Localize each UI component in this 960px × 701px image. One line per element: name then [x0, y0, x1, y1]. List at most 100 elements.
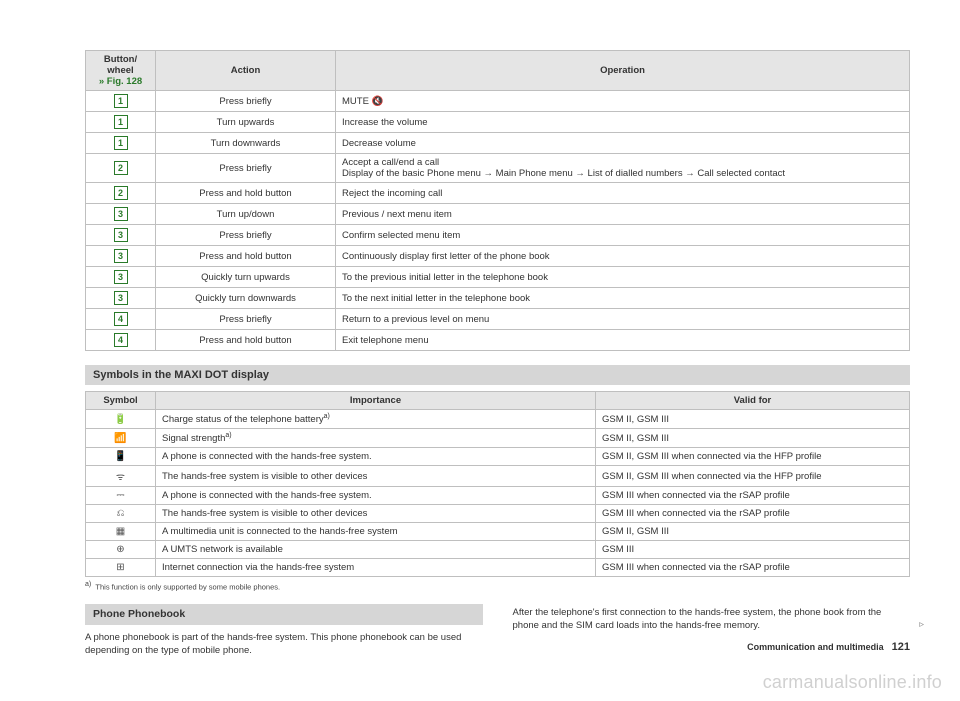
symbol-icon: 📱 — [114, 451, 126, 462]
phonebook-text-left: A phone phonebook is part of the hands-f… — [85, 631, 483, 658]
cell-operation: Exit telephone menu — [336, 330, 910, 351]
symbols-table: Symbol Importance Valid for 🔋Charge stat… — [85, 391, 910, 577]
cell-button: 4 — [86, 330, 156, 351]
continue-icon: ▹ — [919, 618, 924, 631]
header-importance: Importance — [156, 392, 596, 410]
cell-valid-for: GSM III when connected via the rSAP prof… — [596, 487, 910, 505]
cell-symbol: 🔋 — [86, 410, 156, 429]
cell-button: 3 — [86, 225, 156, 246]
cell-importance: A phone is connected with the hands-free… — [156, 487, 596, 505]
cell-action: Press briefly — [156, 154, 336, 183]
cell-operation: To the previous initial letter in the te… — [336, 267, 910, 288]
cell-button: 3 — [86, 267, 156, 288]
cell-button: 3 — [86, 246, 156, 267]
cell-valid-for: GSM II, GSM III — [596, 429, 910, 448]
number-box-icon: 3 — [114, 291, 128, 305]
cell-operation: Accept a call/end a call Display of the … — [336, 154, 910, 183]
table-row: 2 Press brieflyAccept a call/end a call D… — [86, 154, 910, 183]
cell-importance: The hands-free system is visible to othe… — [156, 505, 596, 523]
cell-symbol: 📱 — [86, 448, 156, 466]
table-row: 1 Press brieflyMUTE 🔇 — [86, 91, 910, 112]
cell-button: 2 — [86, 183, 156, 204]
cell-button: 3 — [86, 288, 156, 309]
cell-valid-for: GSM III when connected via the rSAP prof… — [596, 559, 910, 577]
cell-action: Press briefly — [156, 225, 336, 246]
number-box-icon: 3 — [114, 249, 128, 263]
cell-importance: Charge status of the telephone batterya) — [156, 410, 596, 429]
symbol-icon: ⎓ — [117, 490, 125, 501]
cell-importance: A multimedia unit is connected to the ha… — [156, 523, 596, 541]
number-box-icon: 4 — [114, 333, 128, 347]
cell-symbol: ▦ — [86, 523, 156, 541]
cell-action: Turn downwards — [156, 133, 336, 154]
cell-button: 4 — [86, 309, 156, 330]
header-operation: Operation — [336, 51, 910, 91]
cell-operation: Decrease volume — [336, 133, 910, 154]
symbol-icon: 📶 — [114, 433, 126, 444]
watermark: carmanualsonline.info — [763, 672, 942, 693]
cell-action: Press briefly — [156, 91, 336, 112]
cell-symbol: ⊞ — [86, 559, 156, 577]
cell-valid-for: GSM III — [596, 541, 910, 559]
cell-action: Quickly turn downwards — [156, 288, 336, 309]
cell-symbol: ⎌ — [86, 505, 156, 523]
cell-valid-for: GSM II, GSM III when connected via the H… — [596, 466, 910, 487]
table-row: ⊕A UMTS network is availableGSM III — [86, 541, 910, 559]
button-action-table: Button/ wheel » Fig. 128 Action Operatio… — [85, 50, 910, 351]
cell-operation: Reject the incoming call — [336, 183, 910, 204]
cell-symbol: ⊕ — [86, 541, 156, 559]
cell-operation: Return to a previous level on menu — [336, 309, 910, 330]
page-footer: Communication and multimedia121 — [747, 641, 910, 653]
number-box-icon: 3 — [114, 270, 128, 284]
cell-operation: To the next initial letter in the teleph… — [336, 288, 910, 309]
symbol-icon: 🔋 — [114, 414, 126, 425]
cell-valid-for: GSM II, GSM III — [596, 410, 910, 429]
cell-button: 2 — [86, 154, 156, 183]
cell-button: 1 — [86, 91, 156, 112]
symbol-icon: ▦ — [116, 526, 125, 537]
number-box-icon: 1 — [114, 94, 128, 108]
table-row: 1Turn upwardsIncrease the volume — [86, 112, 910, 133]
table-row: 🔋 Charge status of the telephone batterya… — [86, 410, 910, 429]
symbol-icon: ⎌ — [117, 508, 125, 519]
table-row: 3 Quickly turn downwardsTo the next initi… — [86, 288, 910, 309]
number-box-icon: 2 — [114, 186, 128, 200]
number-box-icon: 4 — [114, 312, 128, 326]
cell-action: Press and hold button — [156, 330, 336, 351]
cell-action: Quickly turn upwards — [156, 267, 336, 288]
phonebook-header: Phone Phonebook — [85, 604, 483, 625]
table-row: 1 Turn downwardsDecrease volume — [86, 133, 910, 154]
cell-operation: Confirm selected menu item — [336, 225, 910, 246]
cell-button: 3 — [86, 204, 156, 225]
cell-button: 1 — [86, 112, 156, 133]
number-box-icon: 1 — [114, 136, 128, 150]
cell-importance: A UMTS network is available — [156, 541, 596, 559]
table-row: 3 Quickly turn upwardsTo the previous ini… — [86, 267, 910, 288]
footnote: a) This function is only supported by so… — [85, 581, 910, 592]
symbol-icon: ᯤ — [116, 472, 125, 483]
cell-symbol: ⎓ — [86, 487, 156, 505]
number-box-icon: 3 — [114, 207, 128, 221]
number-box-icon: 2 — [114, 161, 128, 175]
header-button-wheel: Button/ wheel » Fig. 128 — [86, 51, 156, 91]
cell-operation: Increase the volume — [336, 112, 910, 133]
table-row: 2Press and hold buttonReject the incomin… — [86, 183, 910, 204]
table-row: ▦ A multimedia unit is connected to the h… — [86, 523, 910, 541]
cell-importance: Internet connection via the hands-free s… — [156, 559, 596, 577]
cell-operation: MUTE 🔇 — [336, 91, 910, 112]
table-row: 📶 Signal strengtha)GSM II, GSM III — [86, 429, 910, 448]
cell-action: Turn upwards — [156, 112, 336, 133]
cell-importance: The hands-free system is visible to othe… — [156, 466, 596, 487]
cell-symbol: ᯤ — [86, 466, 156, 487]
table-row: 4 Press and hold buttonExit telephone men… — [86, 330, 910, 351]
cell-action: Press and hold button — [156, 246, 336, 267]
header-symbol: Symbol — [86, 392, 156, 410]
symbols-section-header: Symbols in the MAXI DOT display — [85, 365, 910, 385]
cell-importance: A phone is connected with the hands-free… — [156, 448, 596, 466]
cell-button: 1 — [86, 133, 156, 154]
table-row: 📱 A phone is connected with the hands-fre… — [86, 448, 910, 466]
table-row: 3 Press and hold buttonContinuously displ… — [86, 246, 910, 267]
cell-valid-for: GSM II, GSM III — [596, 523, 910, 541]
cell-operation: Continuously display first letter of the… — [336, 246, 910, 267]
cell-importance: Signal strengtha) — [156, 429, 596, 448]
